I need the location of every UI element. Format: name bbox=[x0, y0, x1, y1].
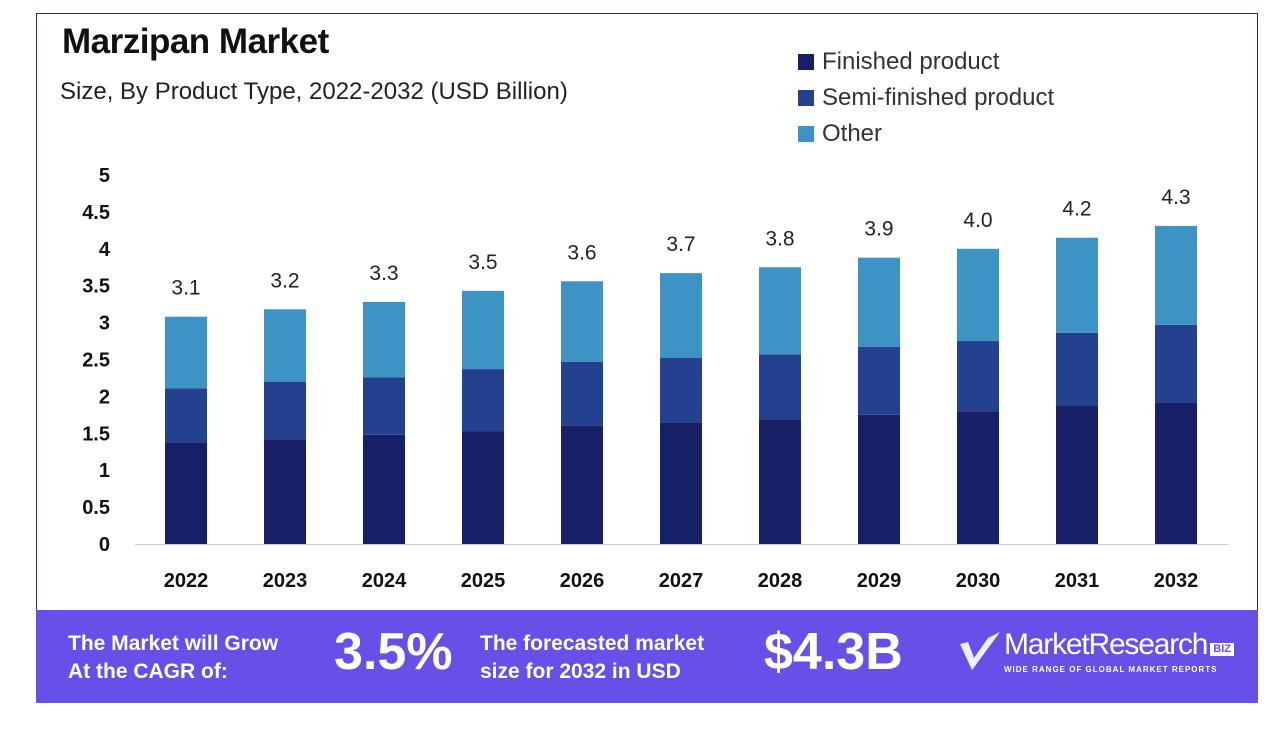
y-tick-label: 3 bbox=[99, 313, 110, 335]
bar-total-label: 3.7 bbox=[666, 233, 695, 256]
y-tick-label: 4 bbox=[99, 239, 111, 261]
bar-segment-other bbox=[1155, 225, 1197, 325]
summary-banner: The Market will Grow At the CAGR of: 3.5%… bbox=[36, 610, 1258, 703]
legend-swatch bbox=[798, 54, 814, 70]
legend-swatch bbox=[798, 126, 814, 142]
legend-label: Semi-finished product bbox=[822, 84, 1055, 111]
bar-segment-semi-finished-product bbox=[363, 377, 405, 435]
y-tick-label: 0 bbox=[99, 534, 110, 556]
logo-tagline: WIDE RANGE OF GLOBAL MARKET REPORTS bbox=[1004, 665, 1218, 674]
forecast-value: $4.3B bbox=[764, 623, 903, 681]
bar-total-label: 3.6 bbox=[567, 241, 596, 264]
y-tick-label: 3.5 bbox=[82, 276, 110, 298]
bar-segment-semi-finished-product bbox=[165, 388, 207, 443]
y-tick-label: 2 bbox=[99, 386, 110, 408]
logo-text: MarketResearch BIZ WIDE RANGE OF GLOBAL … bbox=[1004, 628, 1254, 676]
bar-total-label: 3.3 bbox=[369, 262, 398, 285]
bar-segment-semi-finished-product bbox=[660, 358, 702, 423]
chart-subtitle: Size, By Product Type, 2022-2032 (USD Bi… bbox=[60, 78, 568, 105]
bar-segment-semi-finished-product bbox=[462, 369, 504, 432]
bar-segment-other bbox=[759, 267, 801, 355]
bar-segment-finished-product bbox=[1056, 405, 1098, 544]
bar-segment-semi-finished-product bbox=[759, 354, 801, 421]
legend-item-finished: Finished product bbox=[798, 44, 1054, 80]
x-tick-label: 2023 bbox=[263, 570, 308, 592]
bar-total-label: 3.1 bbox=[171, 277, 200, 300]
x-tick-label: 2028 bbox=[758, 570, 803, 592]
bar-segment-semi-finished-product bbox=[1155, 324, 1197, 403]
bar-segment-finished-product bbox=[363, 434, 405, 544]
bar-segment-finished-product bbox=[165, 442, 207, 544]
bar-segment-other bbox=[957, 248, 999, 342]
forecast-label: The forecasted market size for 2032 in US… bbox=[480, 632, 705, 683]
x-tick-label: 2026 bbox=[560, 570, 605, 592]
bar-segment-finished-product bbox=[957, 411, 999, 544]
logo-row: MarketResearch BIZ bbox=[1004, 628, 1254, 662]
bar-segment-semi-finished-product bbox=[957, 341, 999, 412]
bar-segment-finished-product bbox=[1155, 402, 1197, 544]
bar-segment-finished-product bbox=[561, 425, 603, 544]
logo-name: MarketResearch bbox=[1004, 628, 1208, 661]
x-tick-label: 2027 bbox=[659, 570, 704, 592]
bar-segment-other bbox=[363, 301, 405, 378]
bar-chart: 0 0.5 1 1.5 2 2.5 3 3.5 4 4.5 5 3.1 2022 3.2 2023 3.3 20… bbox=[82, 165, 1228, 592]
bar-total-label: 3.5 bbox=[468, 251, 497, 274]
bar-total-label: 4.0 bbox=[963, 209, 992, 232]
legend-item-other: Other bbox=[798, 116, 1054, 152]
y-tick-label: 1.5 bbox=[82, 423, 110, 445]
legend: Finished product Semi-finished product O… bbox=[798, 44, 1054, 152]
bar-segment-finished-product bbox=[858, 414, 900, 544]
bar-segment-other bbox=[165, 316, 207, 389]
x-tick-label: 2025 bbox=[461, 570, 506, 592]
bar-total-label: 4.3 bbox=[1161, 186, 1190, 209]
bar-total-label: 3.9 bbox=[864, 218, 893, 241]
x-tick-label: 2029 bbox=[857, 570, 902, 592]
x-tick-label: 2031 bbox=[1055, 570, 1100, 592]
cagr-value: 3.5% bbox=[334, 623, 453, 681]
bar-total-label: 4.2 bbox=[1062, 198, 1091, 221]
bar-segment-other bbox=[561, 281, 603, 362]
bar-segment-other bbox=[264, 309, 306, 382]
bar-segment-finished-product bbox=[759, 420, 801, 544]
x-tick-label: 2022 bbox=[164, 570, 209, 592]
x-tick-label: 2030 bbox=[956, 570, 1001, 592]
x-tick-label: 2032 bbox=[1154, 570, 1199, 592]
marketresearch-logo: MarketResearch BIZ WIDE RANGE OF GLOBAL … bbox=[958, 628, 1254, 688]
chart-title: Marzipan Market bbox=[62, 22, 329, 61]
bar-segment-finished-product bbox=[462, 431, 504, 544]
legend-swatch bbox=[798, 90, 814, 106]
legend-label: Other bbox=[822, 120, 883, 147]
bar-segment-semi-finished-product bbox=[858, 346, 900, 415]
cagr-label: The Market will Grow At the CAGR of: bbox=[68, 632, 279, 683]
bar-segment-finished-product bbox=[660, 422, 702, 544]
y-tick-label: 0.5 bbox=[82, 497, 110, 519]
bar-segment-semi-finished-product bbox=[561, 361, 603, 426]
bar-segment-finished-product bbox=[264, 439, 306, 544]
bar-total-label: 3.2 bbox=[270, 269, 299, 292]
y-tick-label: 1 bbox=[99, 460, 110, 482]
bar-segment-other bbox=[858, 257, 900, 347]
y-tick-label: 4.5 bbox=[82, 202, 110, 224]
bar-segment-other bbox=[462, 290, 504, 370]
bar-segment-semi-finished-product bbox=[1056, 332, 1098, 406]
bar-segment-other bbox=[1056, 237, 1098, 333]
logo-badge: BIZ bbox=[1210, 643, 1235, 656]
y-tick-label: 2.5 bbox=[82, 350, 110, 372]
checkmark-logo-icon bbox=[960, 632, 1000, 670]
bar-segment-other bbox=[660, 273, 702, 359]
x-tick-label: 2024 bbox=[362, 570, 407, 592]
bar-total-label: 3.8 bbox=[765, 227, 794, 250]
y-tick-label: 5 bbox=[99, 165, 110, 187]
bar-segment-semi-finished-product bbox=[264, 381, 306, 440]
legend-label: Finished product bbox=[822, 48, 1000, 75]
legend-item-semi-finished: Semi-finished product bbox=[798, 80, 1054, 116]
chart-frame bbox=[36, 13, 1258, 611]
